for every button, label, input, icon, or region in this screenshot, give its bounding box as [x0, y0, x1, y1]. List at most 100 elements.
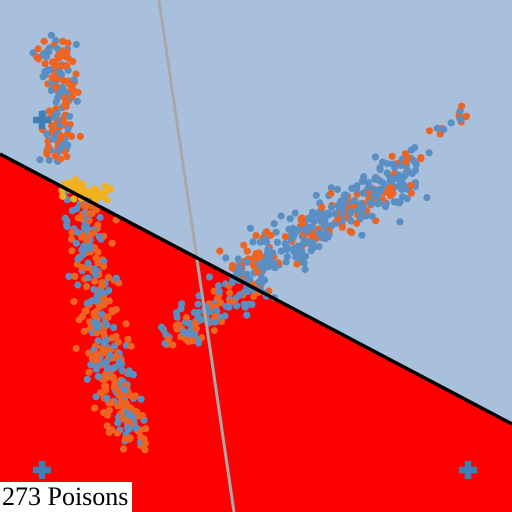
poison-point [51, 58, 60, 66]
clean-point [327, 203, 336, 211]
poison-point [318, 203, 326, 211]
clean-point [270, 259, 278, 267]
clean-point [365, 183, 373, 191]
poison-point [40, 37, 48, 45]
poison-point [338, 223, 346, 231]
clean-point [74, 229, 82, 237]
poison-point [65, 80, 73, 88]
poison-point [71, 272, 79, 280]
poison-point [117, 392, 125, 400]
poison-point [243, 247, 251, 255]
poison-point [85, 210, 93, 218]
clean-point [375, 186, 383, 194]
clean-point [137, 395, 145, 403]
poison-point [388, 152, 396, 160]
poison-point [68, 92, 76, 100]
poison-point [34, 55, 43, 63]
clean-point [319, 215, 327, 223]
clean-point [322, 230, 331, 238]
clean-point [114, 419, 122, 427]
clean-point [115, 359, 123, 367]
clean-point [49, 135, 57, 143]
clean-point [249, 238, 257, 246]
clean-point [80, 242, 88, 250]
poison-point [85, 368, 93, 376]
poison-point [105, 406, 113, 414]
clean-point [103, 394, 111, 402]
poison-point [138, 411, 146, 420]
clean-point [327, 184, 335, 192]
clean-point [402, 169, 410, 177]
clean-point [80, 223, 88, 231]
highlight-point [78, 182, 86, 190]
clean-point [215, 287, 223, 296]
poison-point [104, 273, 112, 281]
poison-point [108, 239, 116, 247]
clean-point [298, 247, 306, 255]
clean-point [194, 339, 203, 347]
clean-point [93, 292, 101, 300]
clean-point [63, 222, 71, 231]
clean-point [293, 226, 301, 234]
clean-point [121, 386, 129, 394]
clean-point [340, 191, 348, 199]
clean-point [63, 217, 71, 225]
poison-point [353, 219, 361, 227]
clean-point [273, 238, 281, 246]
clean-point [447, 119, 455, 127]
clean-point [397, 161, 405, 170]
clean-point [236, 291, 244, 299]
poison-point [191, 319, 199, 327]
clean-point [64, 125, 72, 133]
poison-point [169, 341, 177, 349]
poison-point [458, 102, 466, 110]
clean-point [383, 169, 391, 177]
clean-point [312, 191, 320, 199]
poison-point [141, 446, 149, 454]
clean-point [358, 231, 366, 239]
clean-point [112, 274, 120, 282]
clean-point [282, 258, 290, 266]
poison-point [281, 233, 289, 241]
clean-point [91, 265, 99, 273]
poison-point [226, 289, 234, 297]
poison-point [250, 262, 258, 270]
poison-point [417, 154, 425, 162]
poison-point [60, 117, 68, 126]
poison-point [253, 268, 261, 276]
poison-point [56, 155, 64, 163]
clean-point [309, 239, 317, 247]
poison-point [91, 404, 99, 412]
clean-point [124, 370, 132, 378]
poison-point [72, 70, 80, 78]
clean-point [392, 198, 400, 206]
clean-point [92, 365, 100, 373]
poison-point [240, 241, 248, 249]
clean-point [211, 318, 219, 326]
poison-point [100, 262, 108, 270]
clean-point [366, 198, 375, 206]
clean-point [103, 364, 111, 373]
clean-point [291, 244, 299, 252]
poison-point [82, 307, 90, 315]
clean-point [356, 209, 365, 217]
poison-point [402, 158, 410, 166]
poison-point [55, 50, 63, 59]
clean-point [372, 174, 380, 182]
highlight-point [65, 179, 73, 187]
clean-point [333, 185, 342, 194]
poison-point [383, 188, 391, 196]
highlight-point [86, 191, 94, 199]
poison-point [102, 374, 110, 382]
clean-point [328, 221, 336, 229]
clean-point [246, 224, 255, 232]
clean-point [298, 256, 306, 264]
poison-point [64, 54, 72, 62]
clean-point [73, 97, 81, 105]
poison-point [327, 189, 335, 198]
poison-point [250, 292, 258, 300]
poison-point [72, 344, 80, 353]
poison-point [185, 338, 193, 346]
poison-point [299, 220, 307, 228]
clean-point [87, 361, 95, 369]
